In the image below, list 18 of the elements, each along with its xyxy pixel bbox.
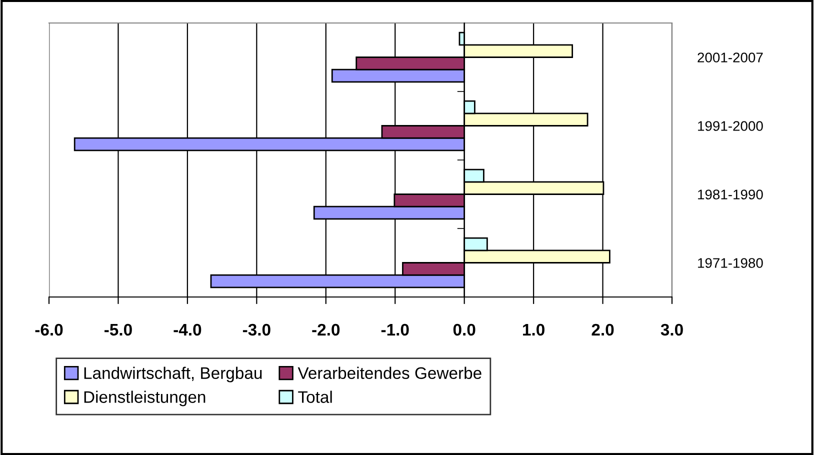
x-tick-label: -3.0 [242,324,270,336]
x-tick-label: -5.0 [104,324,132,336]
legend-label: Landwirtschaft, Bergbau [84,366,262,382]
x-tick-label: -6.0 [35,324,63,336]
legend-label: Total [298,390,332,403]
x-tick-label: 3.0 [660,324,683,336]
x-tick-label: 1.0 [523,324,544,336]
y-tick-label: 1991-2000 [698,121,763,131]
x-tick-label: -2.0 [312,324,340,336]
y-tick-label: 1971-1980 [698,258,763,268]
x-tick-label: 0.0 [453,324,476,336]
y-tick-label: 1981-1990 [698,190,763,200]
y-tick-label: 2001-2007 [698,52,763,62]
x-tick-label: -4.0 [174,324,202,336]
legend-label: Dienstleistungen [84,390,206,406]
legend-label: Verarbeitendes Gewerbe [298,366,482,379]
x-tick-label: -1.0 [381,324,409,336]
x-tick-label: 2.0 [592,324,614,336]
